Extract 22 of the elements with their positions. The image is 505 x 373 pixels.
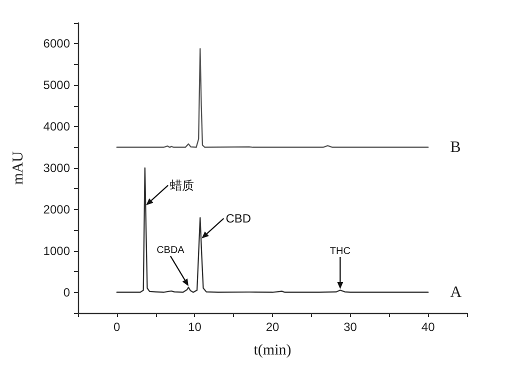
x-tick-label: 40 — [421, 320, 436, 334]
series-label: B — [450, 138, 461, 156]
y-axis-title: mAU — [10, 151, 26, 185]
y-tick-label: 3000 — [43, 161, 70, 175]
annotation: CBDA — [156, 245, 185, 256]
series-label: A — [450, 284, 462, 301]
line-series — [116, 48, 429, 148]
y-tick-label: 1000 — [43, 244, 70, 258]
y-tick-label: 2000 — [43, 202, 70, 216]
line-series — [116, 167, 429, 293]
x-tick-label: 0 — [114, 320, 121, 334]
y-tick-label: 4000 — [43, 120, 70, 134]
y-tick-label: 6000 — [43, 36, 70, 51]
annotation: THC — [330, 246, 350, 257]
x-tick-label: 10 — [188, 320, 202, 334]
x-tick-label: 30 — [344, 320, 358, 334]
x-axis-title: t(min) — [254, 342, 292, 358]
annotation: 蜡质 — [170, 178, 194, 192]
y-tick-label: 0 — [63, 285, 70, 300]
y-tick-label: 5000 — [43, 78, 70, 92]
annotation: CBD — [226, 211, 252, 226]
x-tick-label: 20 — [266, 320, 280, 334]
